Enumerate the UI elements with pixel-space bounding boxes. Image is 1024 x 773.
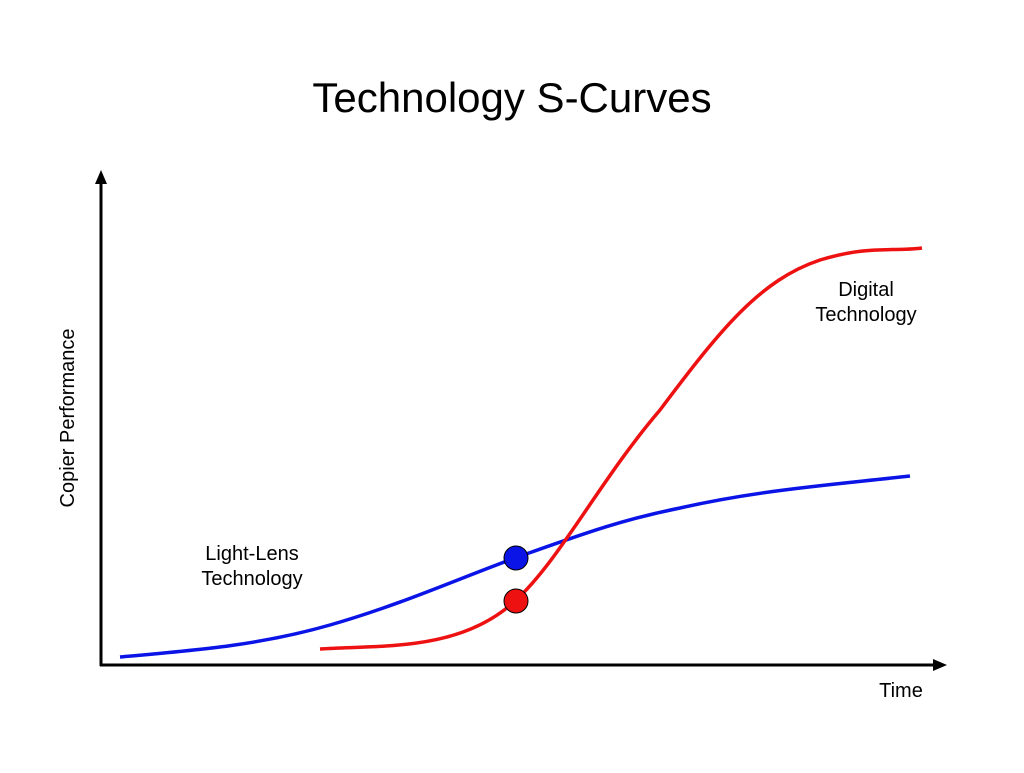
y-axis-arrow xyxy=(95,170,107,184)
curve-label: Digital xyxy=(838,279,894,301)
x-axis-label: Time xyxy=(879,680,923,702)
digital-curve xyxy=(319,246,923,651)
curve-label: Light-Lens xyxy=(205,543,298,565)
light-lens-dot xyxy=(503,545,529,571)
title: Technology S-Curves xyxy=(312,74,711,121)
y-axis-label: Copier Performance xyxy=(57,329,79,508)
digital-dot xyxy=(503,588,529,614)
axes xyxy=(95,170,947,671)
x-axis-arrow xyxy=(933,659,947,671)
curve-label: Technology xyxy=(201,568,302,590)
curve-label: Technology xyxy=(815,304,916,326)
